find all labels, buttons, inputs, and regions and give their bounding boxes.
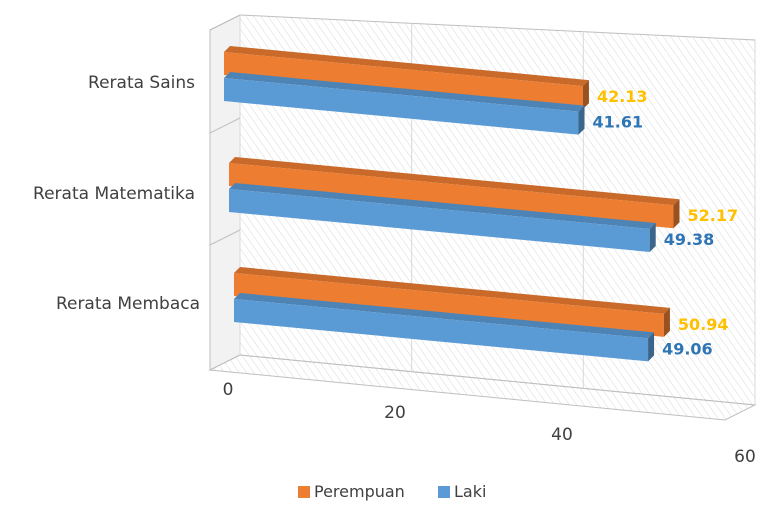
gridline-y-1 [209,117,241,134]
x-tick-20: 20 [384,403,406,423]
category-label-membaca: Rerata Membaca [56,294,200,314]
data-label-perempuan-matematika: 52.17 [687,206,738,225]
legend-label-perempuan: Perempuan [314,482,405,501]
bar-laki-sains [224,72,585,135]
data-label-perempuan-sains: 42.13 [597,87,648,106]
data-label-laki-matematika: 49.38 [664,230,715,249]
x-tick-40: 40 [551,425,573,445]
bar-laki-matematika [229,183,656,252]
bars [224,46,680,362]
data-labels: 42.13 41.61 52.17 49.38 50.94 49.06 [593,87,739,358]
category-label-sains: Rerata Sains [88,73,195,93]
data-label-laki-sains: 41.61 [593,113,644,132]
data-label-laki-membaca: 49.06 [662,339,713,358]
category-label-matematika: Rerata Matematika [33,184,195,204]
x-tick-60: 60 [734,447,756,467]
bar-perempuan-matematika [229,157,680,229]
legend-swatch-laki [438,486,450,498]
legend-label-laki: Laki [454,482,486,501]
gridline-y-2 [209,229,241,246]
bar-laki-membaca [234,293,655,362]
gridline-y-0 [209,14,241,31]
x-tick-0: 0 [223,380,234,400]
legend-swatch-perempuan [298,486,310,498]
legend: Perempuan Laki [298,482,486,501]
data-label-perempuan-membaca: 50.94 [678,315,729,334]
bar-perempuan-sains [224,46,589,110]
bar-perempuan-membaca [234,267,670,337]
